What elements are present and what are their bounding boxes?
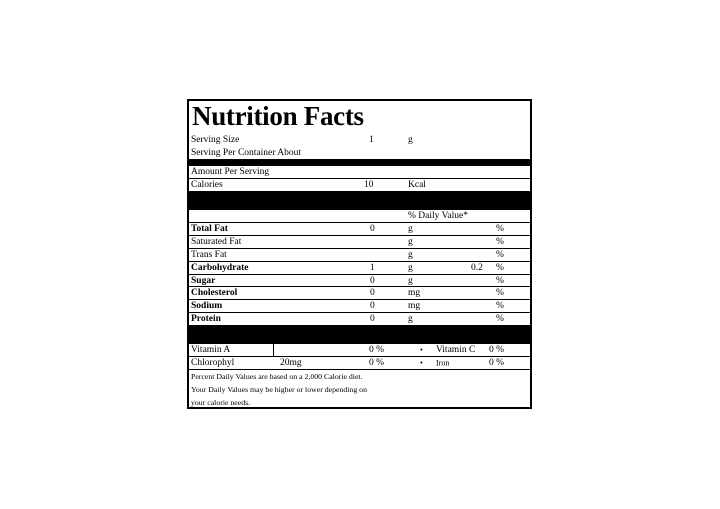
nutrient-unit: g (408, 223, 413, 234)
servings-per-container-row: Serving Per Container About (189, 147, 530, 159)
nutrient-value: 0 (370, 301, 375, 312)
divider-bar (189, 191, 530, 210)
nutrient-unit: g (408, 262, 413, 273)
serving-size-label: Serving Size (191, 135, 240, 145)
nutrient-value: 0 (370, 223, 375, 234)
nutrient-value: 1 (370, 262, 375, 273)
nutrient-percent: % (496, 223, 504, 234)
nutrient-unit: mg (408, 301, 421, 312)
footnote: your calorie needs. (191, 398, 251, 407)
nutrient-value: 0 (370, 314, 375, 325)
calories-unit: Kcal (408, 180, 426, 190)
nutrient-row: Total Fat 0 g% (189, 223, 530, 236)
bullet: • (420, 345, 423, 355)
nutrient-unit: g (408, 314, 413, 325)
nutrient-percent: % (496, 275, 504, 286)
daily-value-header: % Daily Value* (408, 211, 468, 221)
serving-size-row: Serving Size 1 g (189, 133, 530, 147)
vitamin-label: Vitamin A (191, 345, 231, 355)
title: Nutrition Facts (192, 101, 364, 131)
nutrient-unit: mg (408, 288, 421, 299)
daily-value-header-row: % Daily Value* (189, 210, 530, 223)
nutrient-row: Cholesterol 0 mg% (189, 288, 530, 301)
vitamin-label: Iron (436, 358, 450, 368)
calories-value: 10 (364, 180, 374, 190)
nutrient-value: 0 (370, 288, 375, 299)
nutrient-label: Carbohydrate (191, 262, 249, 273)
nutrient-value: 0 (370, 275, 375, 286)
nutrient-row: Saturated Fat g% (189, 236, 530, 249)
vitamin-percent: 0 % (369, 345, 385, 355)
nutrient-daily-value: 0.2 (471, 262, 483, 273)
nutrient-percent: % (496, 314, 504, 325)
footnote: Percent Daily Values are based on a 2,00… (191, 372, 363, 381)
nutrient-label: Trans Fat (191, 249, 227, 260)
nutrient-label: Protein (191, 314, 221, 325)
nutrient-row: Sodium 0 mg% (189, 300, 530, 314)
nutrient-row: Carbohydrate 1 g 0.2% (189, 262, 530, 275)
nutrient-row: Trans Fat g% (189, 249, 530, 262)
calories-label: Calories (191, 180, 223, 190)
nutrition-facts-panel: Nutrition Facts Serving Size 1 g Serving… (187, 99, 532, 409)
nutrient-label: Saturated Fat (191, 236, 242, 247)
vitamin-row: Chlorophyl 20mg 0 % • Iron 0 % (189, 357, 530, 370)
nutrient-unit: g (408, 236, 413, 247)
vitamin-label: Chlorophyl (191, 358, 235, 368)
nutrient-label: Sugar (191, 275, 216, 286)
cell-divider (273, 344, 274, 357)
nutrient-percent: % (496, 301, 504, 312)
bullet: • (420, 358, 423, 368)
nutrient-row: Sugar 0 g% (189, 275, 530, 288)
footnote: Your Daily Values may be higher or lower… (191, 385, 367, 394)
nutrient-label: Total Fat (191, 223, 228, 234)
vitamin-row: Vitamin A 0 % • Vitamin C 0 % (189, 344, 530, 357)
nutrient-percent: % (496, 262, 504, 273)
nutrient-percent: % (496, 236, 504, 247)
nutrient-label: Cholesterol (191, 288, 238, 299)
nutrient-label: Sodium (191, 301, 223, 312)
nutrient-percent: % (496, 249, 504, 260)
nutrient-unit: g (408, 249, 413, 260)
amount-per-serving-row: Amount Per Serving (189, 166, 530, 179)
servings-per-container-label: Serving Per Container About (191, 148, 302, 158)
nutrient-percent: % (496, 288, 504, 299)
amount-per-serving: Amount Per Serving (191, 167, 270, 177)
nutrient-row: Protein 0 g% (189, 313, 530, 327)
vitamin-percent: 0 % (489, 345, 505, 355)
nutrient-unit: g (408, 275, 413, 286)
divider-bar (189, 326, 530, 344)
vitamin-percent: 0 % (369, 358, 385, 368)
vitamin-label: Vitamin C (436, 345, 476, 355)
serving-size-unit: g (408, 135, 413, 145)
divider-bar (189, 159, 530, 166)
calories-row: Calories 10 Kcal (189, 179, 530, 191)
vitamin-percent: 0 % (489, 358, 505, 368)
serving-size-value: 1 (369, 135, 374, 145)
vitamin-amount: 20mg (280, 358, 302, 368)
